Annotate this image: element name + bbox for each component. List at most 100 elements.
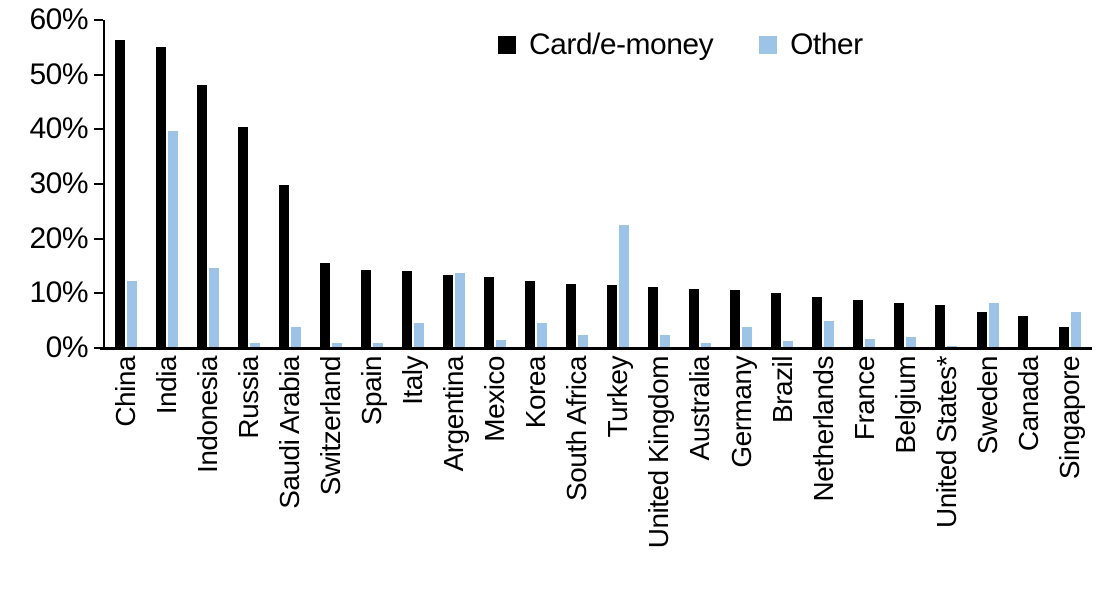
x-label-cell: United States*	[926, 356, 967, 592]
bar-other	[578, 334, 589, 348]
bar-card-emoney	[524, 281, 535, 348]
x-label-cell: Korea	[515, 356, 556, 592]
x-label-cell: Italy	[392, 356, 433, 592]
y-axis-label: 60%	[29, 3, 88, 36]
bar-group	[105, 20, 146, 348]
bar-group	[392, 20, 433, 348]
legend: Card/e-money Other	[498, 28, 863, 62]
bar-card-emoney	[319, 262, 330, 348]
legend-swatch-other-icon	[759, 36, 778, 54]
bar-group	[1049, 20, 1090, 348]
bar-card-emoney	[155, 47, 166, 348]
y-axis-line	[103, 20, 105, 348]
bar-group	[228, 20, 269, 348]
bar-card-emoney	[483, 276, 494, 348]
x-label-cell: Canada	[1008, 356, 1049, 592]
bar-card-emoney	[894, 303, 905, 348]
legend-label-card-emoney: Card/e-money	[529, 28, 714, 61]
bar-card-emoney	[196, 84, 207, 348]
x-axis-label: Korea	[520, 356, 552, 429]
x-axis-label: France	[848, 356, 880, 441]
x-axis-labels: China India Indonesia Russia Saudi Arabia Swi…	[105, 356, 1090, 592]
bar-card-emoney	[607, 284, 618, 348]
bar-card-emoney	[1058, 326, 1069, 348]
bar-card-emoney	[401, 270, 412, 348]
bar-other	[988, 303, 999, 348]
bar-other	[536, 322, 547, 348]
x-axis-label: Switzerland	[315, 356, 347, 496]
bar-group	[639, 20, 680, 348]
x-axis-label: Russia	[232, 356, 264, 439]
x-label-cell: Indonesia	[187, 356, 228, 592]
bar-other	[619, 225, 630, 348]
bar-group	[146, 20, 187, 348]
bar-group	[515, 20, 556, 348]
bar-card-emoney	[812, 297, 823, 348]
bar-group	[885, 20, 926, 348]
bar-other	[742, 326, 753, 348]
bar-other	[495, 340, 506, 348]
bar-other	[167, 130, 178, 348]
x-axis-label: Singapore	[1053, 356, 1085, 480]
bar-other	[290, 326, 301, 348]
x-axis-label: Mexico	[479, 356, 511, 442]
bar-other	[1070, 311, 1081, 348]
legend-item-other: Other	[759, 28, 863, 62]
bar-group	[680, 20, 721, 348]
y-axis-tick	[94, 128, 103, 131]
bar-group	[557, 20, 598, 348]
y-axis-tick	[94, 237, 103, 240]
y-axis-label: 40%	[29, 112, 88, 146]
legend-swatch-card-emoney-icon	[498, 36, 516, 54]
bar-other	[331, 343, 342, 348]
x-label-cell: Turkey	[598, 356, 639, 592]
x-axis-label: Germany	[725, 356, 757, 468]
x-label-cell: Russia	[228, 356, 269, 592]
x-axis-label: Australia	[684, 356, 716, 461]
x-axis-label: United States*	[930, 356, 962, 528]
bar-card-emoney	[771, 292, 782, 348]
x-label-cell: Belgium	[885, 356, 926, 592]
y-axis-tick	[94, 73, 103, 76]
legend-label-other: Other	[790, 28, 863, 61]
x-axis-label: Saudi Arabia	[274, 356, 306, 509]
bar-group	[967, 20, 1008, 348]
bar-group	[187, 20, 228, 348]
x-axis-label: India	[150, 356, 182, 415]
y-axis-label: 20%	[29, 221, 88, 255]
y-axis-tick	[94, 347, 103, 349]
bar-other	[906, 337, 917, 348]
y-axis-label: 30%	[29, 167, 88, 200]
x-label-cell: India	[146, 356, 187, 592]
x-axis-label: Brazil	[766, 356, 798, 424]
bar-card-emoney	[237, 126, 248, 348]
bar-card-emoney	[278, 185, 289, 348]
bar-card-emoney	[935, 304, 946, 348]
bar-group	[433, 20, 474, 348]
x-axis-label: Canada	[1012, 356, 1044, 452]
bar-card-emoney	[689, 288, 700, 348]
bar-group	[844, 20, 885, 348]
bar-card-emoney	[442, 274, 453, 348]
bar-group	[474, 20, 515, 348]
x-label-cell: Saudi Arabia	[269, 356, 310, 592]
x-axis-label: Belgium	[889, 356, 921, 454]
bar-other	[413, 322, 424, 348]
bar-group	[926, 20, 967, 348]
x-axis-label: Netherlands	[807, 356, 839, 502]
bar-group	[351, 20, 392, 348]
bar-group	[269, 20, 310, 348]
bar-group	[310, 20, 351, 348]
bar-other	[783, 341, 794, 348]
x-label-cell: United Kingdom	[639, 356, 680, 592]
bar-other	[208, 268, 219, 348]
x-label-cell: Australia	[680, 356, 721, 592]
bar-card-emoney	[114, 40, 125, 348]
bar-card-emoney	[976, 312, 987, 348]
x-label-cell: Brazil	[762, 356, 803, 592]
x-axis-label: United Kingdom	[643, 356, 675, 549]
y-axis-tick	[94, 292, 103, 295]
bar-card-emoney	[853, 300, 864, 348]
bar-card-emoney	[1017, 315, 1028, 348]
